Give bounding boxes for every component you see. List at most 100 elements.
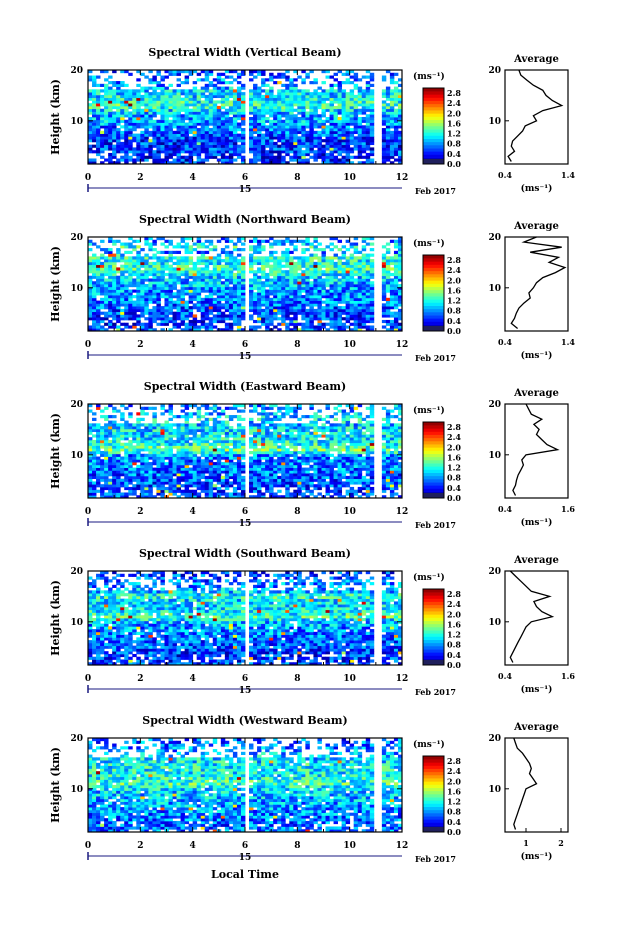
heatmap-cell bbox=[148, 81, 153, 85]
profile-frame bbox=[504, 69, 569, 165]
heatmap-cell bbox=[200, 119, 206, 123]
heatmap-cell bbox=[297, 89, 302, 93]
heatmap-cell bbox=[261, 245, 266, 249]
heatmap-cell bbox=[92, 94, 97, 99]
heatmap-cell bbox=[285, 108, 290, 112]
heatmap-cell bbox=[216, 75, 222, 79]
heatmap-cell bbox=[361, 261, 367, 266]
heatmap-cell bbox=[301, 122, 306, 126]
heatmap-cell bbox=[305, 272, 310, 277]
heatmap-cell bbox=[136, 133, 141, 137]
heatmap-cell bbox=[249, 325, 254, 329]
heatmap-cell bbox=[104, 467, 109, 471]
heatmap-cell bbox=[285, 161, 290, 165]
heatmap-cell bbox=[269, 237, 274, 241]
heatmap-cell bbox=[88, 467, 93, 471]
heatmap-cell bbox=[277, 328, 282, 332]
heatmap-cell bbox=[112, 306, 117, 310]
heatmap-cell bbox=[192, 114, 198, 118]
heatmap-cell bbox=[160, 306, 165, 310]
heatmap-cell bbox=[152, 406, 157, 410]
heatmap-cell bbox=[281, 103, 286, 107]
heatmap-cell bbox=[188, 144, 194, 148]
heatmap-cell bbox=[269, 281, 274, 285]
heatmap-cell bbox=[240, 297, 246, 301]
heatmap-cell bbox=[253, 122, 258, 126]
colorbar-swatch bbox=[423, 280, 444, 284]
heatmap-cell bbox=[176, 272, 181, 277]
heatmap-cell bbox=[321, 256, 326, 260]
heatmap-cell bbox=[369, 150, 375, 154]
heatmap-cell bbox=[228, 308, 234, 313]
heatmap-cell bbox=[180, 150, 186, 154]
heatmap-cell bbox=[176, 325, 181, 329]
heatmap-cell bbox=[249, 144, 254, 148]
heatmap-cell bbox=[92, 314, 97, 318]
heatmap-cell bbox=[345, 128, 351, 132]
heatmap-cell bbox=[176, 108, 181, 112]
heatmap-cell bbox=[301, 300, 306, 304]
heatmap-cell bbox=[321, 144, 326, 148]
heatmap-cell bbox=[353, 125, 359, 129]
heatmap-cell bbox=[144, 434, 149, 438]
heatmap-cell bbox=[297, 155, 302, 159]
heatmap-cell bbox=[200, 89, 206, 93]
heatmap-cell bbox=[208, 89, 214, 93]
heatmap-cell bbox=[172, 105, 177, 110]
heatmap-cell bbox=[329, 111, 334, 115]
heatmap-cell bbox=[204, 144, 210, 148]
heatmap-cell bbox=[345, 295, 351, 299]
heatmap-cell bbox=[124, 428, 129, 433]
heatmap-cell bbox=[156, 250, 161, 254]
heatmap-cell bbox=[253, 128, 258, 132]
heatmap-cell bbox=[152, 300, 157, 304]
heatmap-cell bbox=[176, 105, 181, 110]
colorbar-swatch bbox=[423, 296, 444, 300]
heatmap-cell bbox=[116, 81, 121, 85]
heatmap-cell bbox=[180, 237, 186, 241]
heatmap-cell bbox=[240, 103, 246, 107]
date-label: Feb 2017 bbox=[415, 353, 456, 363]
heatmap-cell bbox=[309, 319, 314, 324]
heatmap-cell bbox=[369, 130, 375, 134]
heatmap-cell bbox=[228, 92, 234, 96]
heatmap-cell bbox=[96, 147, 101, 151]
heatmap-cell bbox=[96, 261, 101, 266]
heatmap-cell bbox=[393, 114, 399, 118]
heatmap-cell bbox=[120, 141, 125, 146]
heatmap-cell bbox=[357, 144, 363, 148]
heatmap-cell bbox=[152, 136, 157, 140]
heatmap-cell bbox=[269, 128, 274, 132]
heatmap-cell bbox=[361, 306, 367, 310]
heatmap-cell bbox=[281, 133, 286, 137]
heatmap-cell bbox=[249, 70, 254, 74]
heatmap-cell bbox=[365, 289, 371, 293]
heatmap-cell bbox=[228, 239, 234, 243]
heatmap-cell bbox=[224, 86, 230, 90]
heatmap-cell bbox=[104, 495, 109, 499]
heatmap-cell bbox=[273, 317, 278, 321]
heatmap-cell bbox=[188, 492, 194, 496]
heatmap-cell bbox=[108, 300, 113, 304]
heatmap-cell bbox=[353, 311, 359, 315]
heatmap-cell bbox=[108, 250, 113, 254]
heatmap-cell bbox=[269, 278, 274, 282]
heatmap-cell bbox=[116, 453, 121, 457]
heatmap-cell bbox=[381, 114, 387, 118]
profile-x-tick-label: 0.4 bbox=[498, 170, 512, 180]
heatmap-cell bbox=[261, 70, 266, 74]
heatmap-cell bbox=[269, 105, 274, 110]
heatmap-cell bbox=[301, 130, 306, 134]
heatmap-cell bbox=[313, 114, 318, 118]
heatmap-cell bbox=[164, 303, 169, 307]
heatmap-cell bbox=[309, 245, 314, 249]
heatmap-cell bbox=[136, 475, 141, 480]
heatmap-cell bbox=[104, 78, 109, 82]
heatmap-cell bbox=[212, 141, 218, 146]
heatmap-cell bbox=[220, 105, 226, 110]
heatmap-cell bbox=[240, 117, 246, 121]
heatmap-cell bbox=[249, 122, 254, 126]
heatmap-cell bbox=[216, 281, 222, 285]
heatmap-cell bbox=[160, 475, 165, 480]
heatmap-cell bbox=[92, 492, 97, 496]
